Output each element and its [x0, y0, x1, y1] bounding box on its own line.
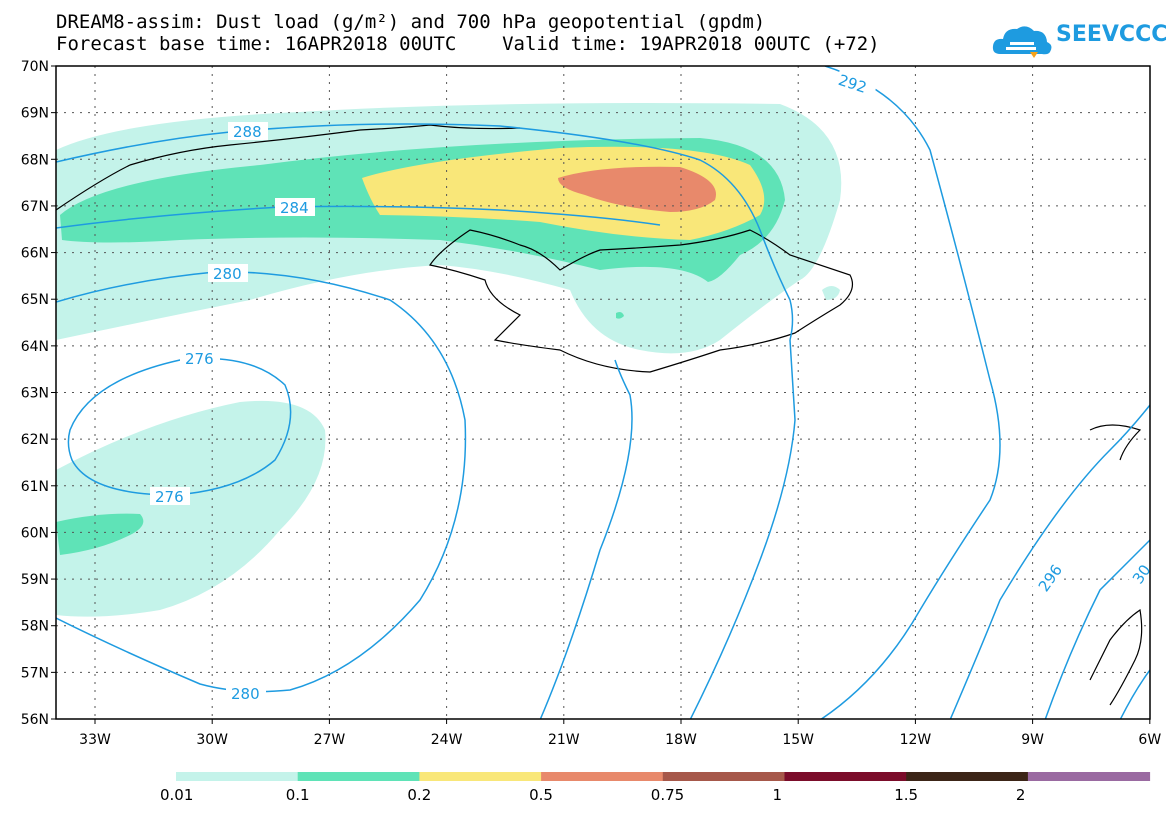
map-subtitle: Forecast base time: 16APR2018 00UTC Vali… — [56, 33, 880, 55]
latitude-label: 66N — [21, 246, 49, 262]
dust-area-0.1 — [616, 312, 624, 319]
longitude-label: 6W — [1138, 732, 1161, 748]
latitude-label: 61N — [21, 479, 49, 495]
latitude-label: 63N — [21, 386, 49, 402]
longitude-label: 15W — [782, 732, 814, 748]
latitude-label: 60N — [21, 525, 49, 541]
legend-swatch — [297, 772, 420, 781]
contour-label: 284 — [280, 199, 309, 217]
legend-label: 0.2 — [407, 786, 432, 804]
dust-area-0.1 — [56, 513, 144, 555]
legend-swatch — [906, 772, 1029, 781]
legend-label: 2 — [1015, 786, 1026, 804]
legend-swatch — [419, 772, 542, 781]
coastline — [56, 124, 1143, 706]
axis-ticks — [51, 65, 1151, 724]
cloud-icon — [992, 26, 1052, 58]
dust-area-0.5 — [558, 166, 716, 212]
longitude-label: 24W — [431, 732, 463, 748]
contour-label: 280 — [231, 685, 260, 703]
longitude-label: 21W — [548, 732, 580, 748]
logo-text: SEEVCCC — [1056, 22, 1168, 47]
legend-colorbar — [176, 772, 1151, 781]
longitude-label: 33W — [79, 732, 111, 748]
latitude-labels: 70N 69N 68N 67N 66N 65N 64N 63N 62N 61N 60N 59N 58N 5… — [21, 59, 49, 728]
latitude-label: 64N — [21, 339, 49, 355]
longitude-label: 12W — [900, 732, 932, 748]
latitude-label: 58N — [21, 619, 49, 635]
latitude-label: 57N — [21, 665, 49, 681]
contour-label: 288 — [233, 123, 262, 141]
legend-label: 0.1 — [285, 786, 310, 804]
map-title: DREAM8-assim: Dust load (g/m²) and 700 h… — [56, 11, 766, 33]
grid-lines — [56, 66, 1150, 719]
longitude-label: 30W — [196, 732, 228, 748]
latitude-label: 69N — [21, 106, 49, 122]
contour-label: 280 — [213, 265, 242, 283]
legend-swatch — [1027, 772, 1151, 781]
latitude-label: 70N — [21, 59, 49, 75]
latitude-label: 62N — [21, 432, 49, 448]
legend-swatch — [662, 772, 785, 781]
longitude-label: 27W — [314, 732, 346, 748]
latitude-label: 68N — [21, 152, 49, 168]
latitude-label: 67N — [21, 199, 49, 215]
longitude-label: 18W — [665, 732, 697, 748]
dust-area-0.01 — [822, 286, 840, 300]
legend-swatch — [541, 772, 664, 781]
longitude-labels: 33W 30W 27W 24W 21W 18W 15W 12W 9W 6W — [79, 732, 1161, 748]
contour-label: 276 — [185, 350, 214, 368]
legend-label: 1 — [772, 786, 783, 804]
latitude-label: 59N — [21, 572, 49, 588]
legend-label: 0.75 — [650, 786, 685, 804]
latitude-label: 56N — [21, 712, 49, 728]
contour-label: 276 — [155, 488, 184, 506]
latitude-label: 65N — [21, 292, 49, 308]
longitude-label: 9W — [1021, 732, 1044, 748]
legend-swatch — [176, 772, 299, 781]
legend-label: 1.5 — [894, 786, 919, 804]
legend-swatch — [784, 772, 907, 781]
dust-area-0.01 — [56, 400, 326, 617]
legend-label: 0.01 — [160, 786, 194, 804]
legend-label: 0.5 — [529, 786, 553, 804]
contour-label: 292 — [836, 71, 869, 97]
